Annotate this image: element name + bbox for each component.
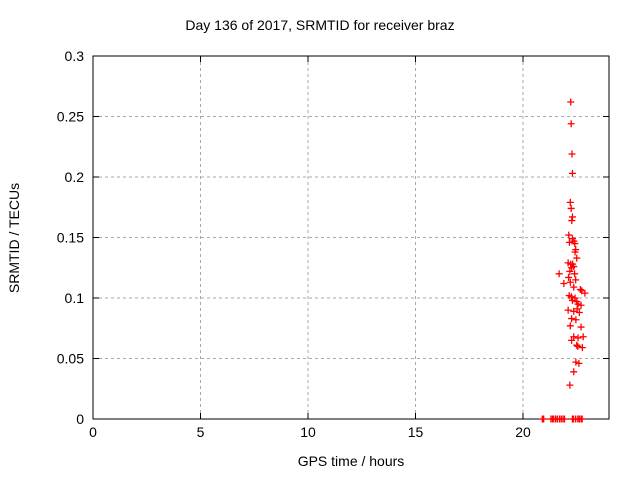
- y-tick-label: 0.15: [57, 230, 84, 246]
- data-point-marker: [573, 254, 581, 262]
- data-point-marker: [565, 238, 573, 246]
- x-tick-label: 10: [300, 424, 316, 440]
- data-point-marker: [571, 240, 579, 248]
- data-point-marker: [579, 333, 587, 341]
- data-point-marker: [566, 267, 574, 275]
- data-point-marker: [566, 198, 574, 206]
- data-point-marker: [575, 359, 583, 367]
- data-point-marker: [568, 264, 576, 272]
- data-point-marker: [560, 415, 568, 423]
- data-point-marker: [576, 286, 584, 294]
- data-point-marker: [581, 289, 589, 297]
- data-point-marker: [540, 415, 548, 423]
- data-point-marker: [578, 415, 586, 423]
- y-tick-label: 0.1: [65, 290, 85, 306]
- data-point-marker: [568, 315, 576, 323]
- data-point-marker: [570, 307, 578, 315]
- data-point-marker: [567, 120, 575, 128]
- x-tick-label: 0: [89, 424, 97, 440]
- x-tick-label: 5: [197, 424, 205, 440]
- data-point-marker: [565, 231, 573, 239]
- data-point-marker: [575, 309, 583, 317]
- data-point-marker: [574, 334, 582, 342]
- data-point-marker: [567, 293, 575, 301]
- data-point-marker: [564, 306, 572, 314]
- y-tick-label: 0: [76, 411, 84, 427]
- data-point-marker: [565, 273, 573, 281]
- data-point-marker: [571, 248, 579, 256]
- data-point-marker: [566, 278, 574, 286]
- x-tick-label: 20: [515, 424, 531, 440]
- data-point-marker: [577, 301, 585, 309]
- data-point-marker: [568, 169, 576, 177]
- data-point-marker: [578, 344, 586, 352]
- data-point-marker: [573, 341, 581, 349]
- y-tick-label: 0.05: [57, 351, 84, 367]
- data-point-marker: [555, 270, 563, 278]
- y-tick-label: 0.2: [65, 169, 85, 185]
- data-point-marker: [566, 322, 574, 330]
- chart-title: Day 136 of 2017, SRMTID for receiver bra…: [185, 17, 455, 33]
- data-point-marker: [560, 279, 568, 287]
- data-point-marker: [572, 358, 580, 366]
- data-point-marker: [570, 368, 578, 376]
- data-point-marker: [568, 217, 576, 225]
- data-point-marker: [570, 333, 578, 341]
- data-point-marker: [567, 204, 575, 212]
- data-point-marker: [571, 270, 579, 278]
- data-point-marker: [566, 381, 574, 389]
- x-axis-label: GPS time / hours: [297, 453, 405, 469]
- y-tick-label: 0.25: [57, 109, 84, 125]
- data-point-marker: [568, 150, 576, 158]
- data-point-marker: [572, 316, 580, 324]
- data-point-marker: [574, 300, 582, 308]
- data-point-marker: [568, 296, 576, 304]
- y-tick-label: 0.3: [65, 48, 85, 64]
- data-point-marker: [577, 323, 585, 331]
- data-point-marker: [574, 342, 582, 350]
- data-point-marker: [572, 276, 580, 284]
- data-point-marker: [570, 283, 578, 291]
- data-point-marker: [567, 98, 575, 106]
- data-point-marker: [568, 336, 576, 344]
- x-tick-label: 15: [408, 424, 424, 440]
